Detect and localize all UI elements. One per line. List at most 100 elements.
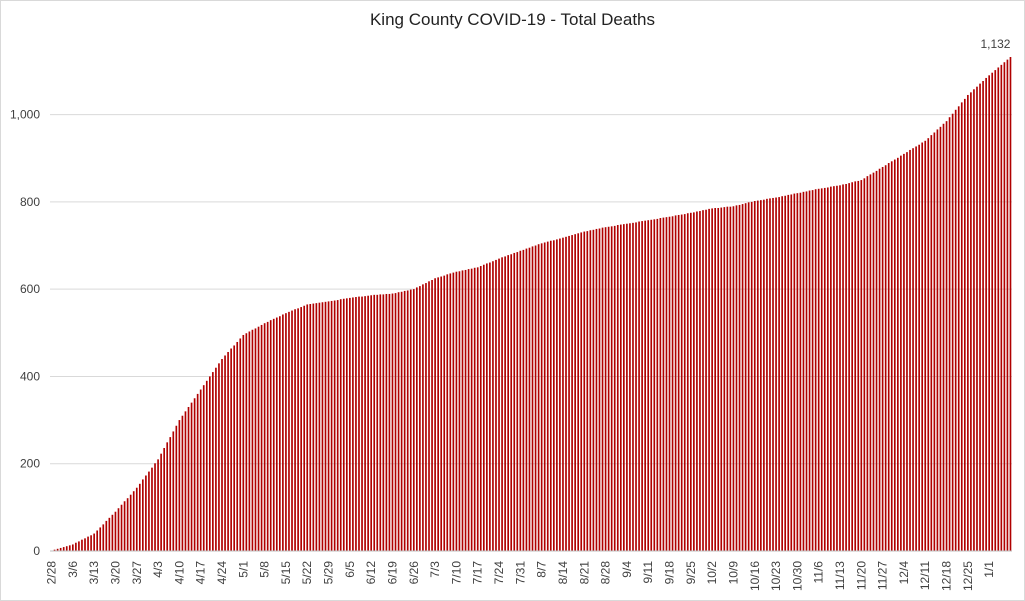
bar bbox=[84, 538, 86, 551]
bar bbox=[647, 220, 650, 551]
x-tick-label: 12/18 bbox=[940, 561, 954, 591]
bar bbox=[99, 527, 102, 551]
data-labels: 1,132 bbox=[980, 37, 1010, 51]
bar bbox=[394, 293, 397, 551]
bar bbox=[339, 299, 342, 551]
bar bbox=[342, 298, 345, 551]
bar bbox=[248, 331, 251, 551]
bar bbox=[90, 535, 92, 551]
bar bbox=[556, 239, 558, 551]
x-tick-label: 11/20 bbox=[854, 561, 868, 590]
bar bbox=[674, 215, 677, 551]
bar bbox=[269, 320, 272, 551]
bar bbox=[763, 199, 765, 551]
bar bbox=[960, 102, 963, 551]
x-tick-label: 10/23 bbox=[769, 561, 783, 591]
bar bbox=[775, 197, 777, 551]
bar bbox=[659, 218, 662, 551]
x-tick-label: 3/20 bbox=[108, 561, 122, 585]
bar bbox=[489, 262, 491, 551]
x-tick-label: 5/15 bbox=[279, 561, 293, 585]
bar bbox=[540, 243, 543, 551]
bar bbox=[948, 117, 951, 551]
x-tick-label: 4/10 bbox=[172, 561, 186, 585]
bar bbox=[525, 248, 528, 551]
bar bbox=[534, 245, 537, 551]
bar bbox=[875, 170, 878, 551]
bar bbox=[330, 300, 333, 551]
bar bbox=[218, 363, 220, 551]
bar bbox=[205, 380, 208, 551]
bar bbox=[595, 228, 598, 551]
x-tick-label: 10/9 bbox=[726, 561, 740, 585]
bar bbox=[705, 209, 707, 552]
bar bbox=[744, 203, 747, 551]
bar bbox=[148, 471, 150, 551]
bar bbox=[696, 211, 698, 552]
bar bbox=[239, 338, 242, 551]
bar bbox=[193, 398, 196, 551]
bar bbox=[449, 273, 452, 551]
bar bbox=[236, 341, 239, 551]
bar bbox=[172, 431, 175, 551]
bar bbox=[224, 355, 226, 551]
bar bbox=[476, 267, 479, 551]
bar bbox=[537, 244, 540, 551]
bar bbox=[915, 146, 917, 551]
bar bbox=[364, 296, 366, 551]
bar bbox=[1000, 64, 1003, 552]
x-tick-label: 10/16 bbox=[748, 561, 762, 591]
bar bbox=[616, 225, 619, 551]
bar bbox=[275, 317, 278, 551]
bar bbox=[979, 83, 981, 552]
bar bbox=[559, 238, 561, 552]
bar bbox=[799, 192, 802, 551]
bar bbox=[598, 228, 601, 551]
bar bbox=[976, 86, 978, 552]
bar bbox=[81, 539, 83, 551]
bar bbox=[878, 168, 881, 551]
bar bbox=[129, 494, 132, 551]
bar bbox=[577, 233, 580, 552]
bar bbox=[157, 459, 159, 551]
x-axis-ticks: 2/28 3/6 3/13 3/20 3/27 4/3 4/10 4/17 4/24 5/1 5/8… bbox=[45, 561, 997, 591]
bar bbox=[464, 269, 467, 551]
bar bbox=[370, 295, 373, 551]
bar bbox=[145, 475, 147, 551]
bar bbox=[406, 290, 409, 551]
bar bbox=[388, 293, 391, 551]
bar bbox=[215, 367, 217, 551]
bar bbox=[973, 89, 975, 551]
bar bbox=[842, 184, 844, 551]
bar bbox=[568, 235, 570, 552]
bar bbox=[543, 242, 546, 551]
bar bbox=[482, 264, 485, 551]
bar bbox=[729, 206, 732, 551]
bar bbox=[887, 163, 890, 552]
bar bbox=[285, 313, 287, 551]
bar bbox=[531, 246, 534, 551]
x-tick-label: 8/14 bbox=[556, 561, 570, 585]
bar bbox=[528, 247, 531, 551]
bar bbox=[498, 258, 500, 551]
bar bbox=[294, 309, 296, 551]
bar bbox=[586, 231, 589, 551]
bar bbox=[230, 348, 232, 551]
bar bbox=[385, 293, 388, 551]
bar bbox=[1006, 59, 1009, 552]
bar bbox=[546, 241, 549, 551]
bar bbox=[190, 402, 193, 551]
bar bbox=[854, 181, 857, 551]
x-tick-label: 1/1 bbox=[982, 561, 996, 578]
bar bbox=[942, 123, 945, 552]
bar bbox=[75, 542, 77, 551]
bar bbox=[120, 504, 123, 551]
bar bbox=[123, 501, 126, 551]
bar bbox=[132, 491, 135, 551]
bar bbox=[830, 186, 832, 552]
bar bbox=[903, 153, 905, 551]
x-tick-label: 9/25 bbox=[684, 561, 698, 585]
bar bbox=[848, 183, 850, 551]
bar bbox=[160, 453, 162, 551]
bar bbox=[735, 205, 738, 551]
